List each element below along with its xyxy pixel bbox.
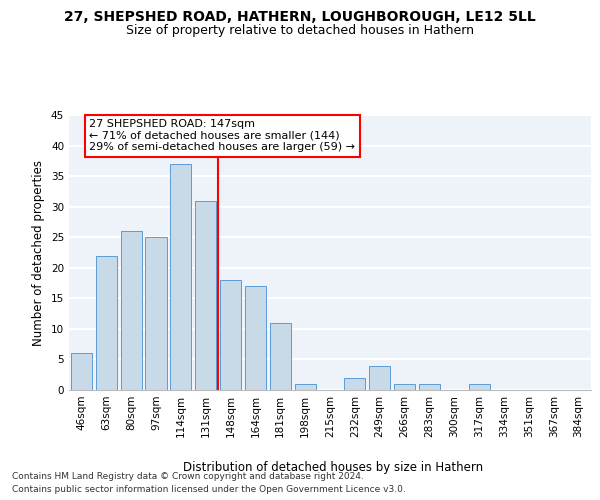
Text: Contains HM Land Registry data © Crown copyright and database right 2024.: Contains HM Land Registry data © Crown c… bbox=[12, 472, 364, 481]
Y-axis label: Number of detached properties: Number of detached properties bbox=[32, 160, 46, 346]
Bar bbox=[469, 384, 490, 390]
Bar bbox=[344, 378, 365, 390]
Bar bbox=[170, 164, 191, 390]
Text: Contains public sector information licensed under the Open Government Licence v3: Contains public sector information licen… bbox=[12, 485, 406, 494]
Bar bbox=[270, 323, 291, 390]
Text: Size of property relative to detached houses in Hathern: Size of property relative to detached ho… bbox=[126, 24, 474, 37]
Text: 27, SHEPSHED ROAD, HATHERN, LOUGHBOROUGH, LE12 5LL: 27, SHEPSHED ROAD, HATHERN, LOUGHBOROUGH… bbox=[64, 10, 536, 24]
Text: 27 SHEPSHED ROAD: 147sqm
← 71% of detached houses are smaller (144)
29% of semi-: 27 SHEPSHED ROAD: 147sqm ← 71% of detach… bbox=[89, 119, 355, 152]
Bar bbox=[220, 280, 241, 390]
Bar bbox=[96, 256, 117, 390]
Bar bbox=[245, 286, 266, 390]
Text: Distribution of detached houses by size in Hathern: Distribution of detached houses by size … bbox=[183, 461, 483, 474]
Bar bbox=[121, 231, 142, 390]
Bar bbox=[295, 384, 316, 390]
Bar bbox=[419, 384, 440, 390]
Bar bbox=[369, 366, 390, 390]
Bar bbox=[394, 384, 415, 390]
Bar bbox=[71, 354, 92, 390]
Bar bbox=[145, 237, 167, 390]
Bar bbox=[195, 200, 216, 390]
